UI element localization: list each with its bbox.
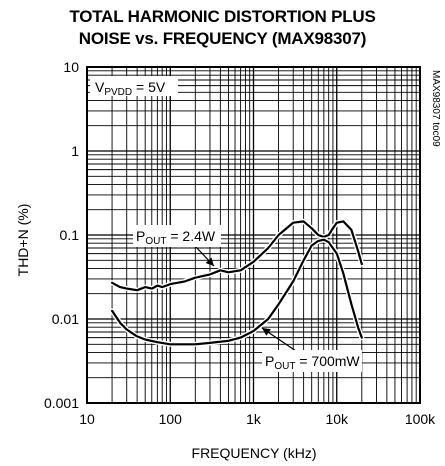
condition-label: VPVDD = 5V: [95, 79, 166, 98]
series-label-2-arrowhead: [262, 328, 271, 336]
x-tick-label: 100k: [405, 411, 436, 427]
data-series: [109, 218, 365, 347]
x-axis-label: FREQUENCY (kHz): [192, 445, 317, 461]
y-tick-label: 1: [71, 143, 79, 159]
y-tick-label: 0.001: [44, 395, 79, 411]
y-tick-label: 10: [63, 59, 79, 75]
series-halo-2: [109, 237, 365, 347]
series-line-1: [110, 220, 363, 292]
y-tick-label: 0.1: [60, 227, 80, 243]
chart-title-line-2: NOISE vs. FREQUENCY (MAX98307): [78, 29, 367, 48]
axes-frame: [86, 66, 421, 404]
chart-title-line-1: TOTAL HARMONIC DISTORTION PLUS: [69, 7, 376, 26]
series-label-1-bg: [133, 225, 221, 247]
series-label-1-arrowhead: [205, 257, 214, 266]
series-label-1: POUT = 2.4W: [136, 228, 216, 247]
x-tick-label: 10k: [325, 411, 349, 427]
series-label-2: POUT = 700mW: [265, 353, 360, 372]
tick-labels: 10 100 1k 10k 100k 0.001 0.01 0.1 1 10: [44, 59, 436, 427]
chart-title: TOTAL HARMONIC DISTORTION PLUS NOISE vs.…: [0, 6, 445, 50]
plot-frame: [86, 66, 421, 404]
condition-label-bg: [90, 76, 178, 96]
series-label-2-bg: [262, 350, 362, 372]
x-tick-label: 100: [159, 411, 183, 427]
y-tick-label: 0.01: [52, 311, 79, 327]
series-line-2: [110, 238, 363, 346]
y-axis-label: THD+N (%): [15, 204, 31, 277]
figure-code: MAX98307 toc09: [430, 70, 441, 147]
x-tick-label: 10: [79, 411, 95, 427]
x-tick-label: 1k: [246, 411, 262, 427]
annotations: VPVDD = 5V POUT = 2.4W POUT = 700mW MAX9830…: [90, 70, 441, 372]
